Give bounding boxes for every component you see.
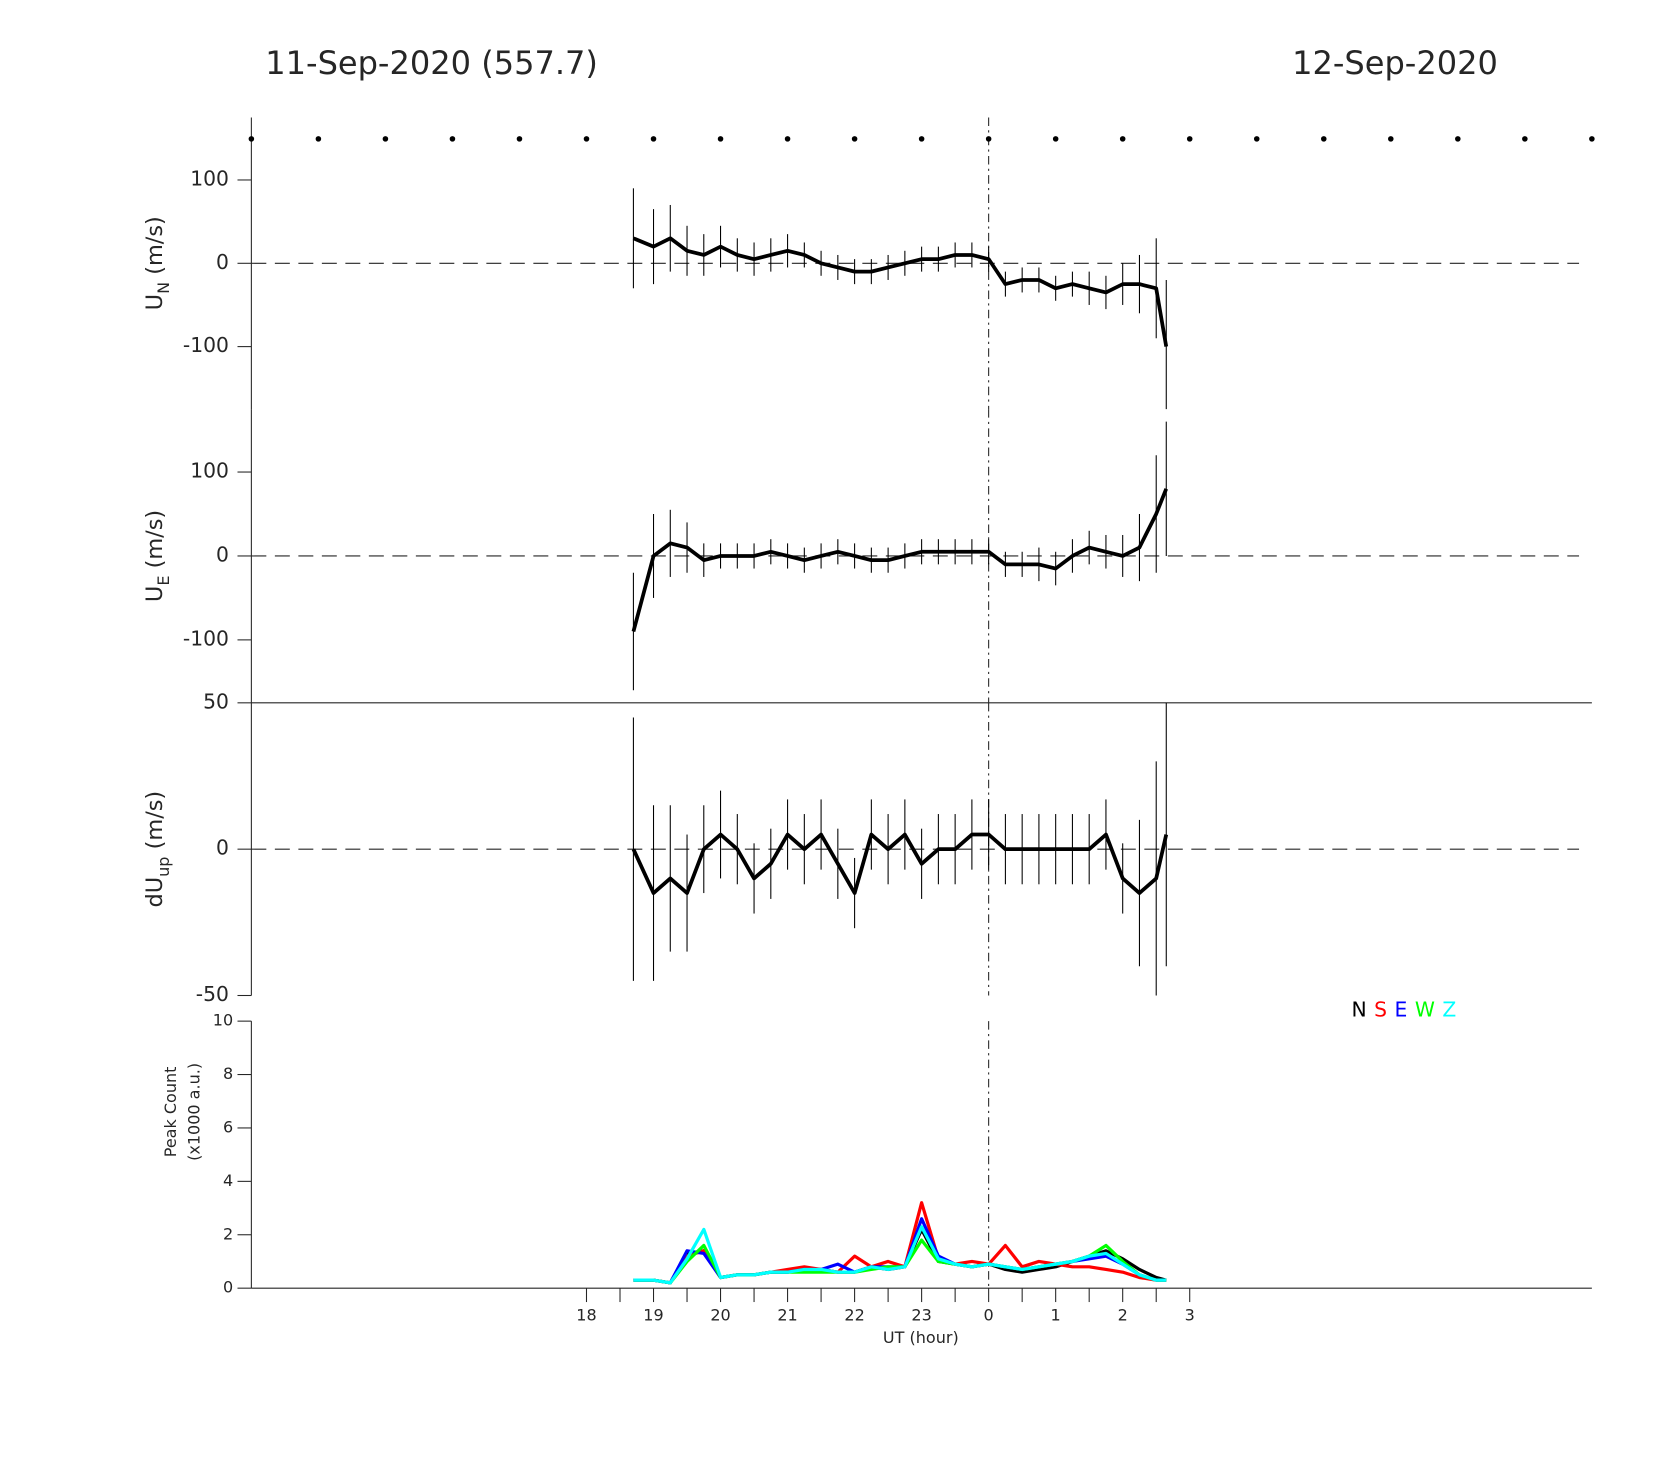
y-tick-label: 0 — [216, 250, 229, 274]
hour-dot — [985, 136, 992, 142]
x-tick-label: 18 — [576, 1305, 596, 1324]
y-tick-label: -100 — [183, 333, 229, 357]
y-axis-label: Peak Count — [161, 1067, 180, 1158]
hour-dot — [784, 136, 791, 142]
y-tick-label: 4 — [223, 1171, 233, 1190]
hour-dot — [1589, 136, 1595, 142]
legend-entry: N — [1352, 997, 1367, 1021]
series-line — [632, 236, 1169, 347]
y-tick-label: -100 — [183, 626, 229, 650]
y-tick-label: 2 — [223, 1224, 233, 1243]
series-line — [633, 1201, 1167, 1285]
hour-dot — [382, 136, 389, 142]
x-tick-label: 0 — [984, 1305, 994, 1324]
y-tick-label: 8 — [223, 1064, 233, 1083]
series-line — [631, 488, 1168, 632]
x-tick-label: 23 — [911, 1305, 931, 1324]
y-axis-label: (x1000 a.u.) — [184, 1063, 203, 1161]
title-left: 11-Sep-2020 (557.7) — [265, 44, 598, 82]
hour-dot — [1522, 136, 1528, 142]
y-axis-label-unit: (m/s) — [142, 216, 168, 282]
hour-dot — [1388, 136, 1394, 142]
hour-dot — [1455, 136, 1461, 142]
hour-dot — [315, 136, 322, 142]
y-axis-label-sub: E — [153, 576, 172, 586]
legend-entry: W — [1415, 997, 1435, 1021]
x-axis-label: UT (hour) — [883, 1328, 959, 1347]
x-tick-label: 20 — [710, 1305, 730, 1324]
legend-entry: Z — [1442, 997, 1456, 1021]
x-tick-label: 3 — [1185, 1305, 1195, 1324]
y-axis-label: UN (m/s) — [142, 216, 173, 310]
hour-dot — [1119, 136, 1126, 142]
y-axis-label-sub: up — [153, 857, 172, 877]
y-tick-label: 100 — [190, 459, 229, 483]
hour-dot — [449, 136, 456, 142]
hour-dot — [583, 136, 590, 142]
y-tick-label: 0 — [216, 542, 229, 566]
y-tick-label: 50 — [203, 689, 229, 713]
series-line — [633, 1217, 1167, 1285]
hour-dot — [1253, 136, 1260, 142]
y-tick-label: 6 — [223, 1117, 233, 1136]
x-tick-label: 1 — [1051, 1305, 1061, 1324]
x-tick-label: 19 — [643, 1305, 663, 1324]
hour-dot — [717, 136, 724, 142]
y-axis-label-main: U — [142, 586, 168, 602]
y-tick-label: 10 — [213, 1011, 233, 1030]
y-axis-label-sub: N — [153, 282, 172, 294]
legend-entry: E — [1395, 997, 1408, 1021]
x-tick-label: 22 — [844, 1305, 864, 1324]
y-axis-label: UE (m/s) — [142, 510, 173, 602]
x-tick-label: 2 — [1118, 1305, 1128, 1324]
x-tick-label: 21 — [777, 1305, 797, 1324]
y-axis-label-main: U — [142, 294, 168, 310]
title-right: 12-Sep-2020 — [1292, 44, 1498, 82]
hour-dot — [516, 136, 523, 142]
series-line — [631, 832, 1169, 895]
hour-dot — [248, 136, 255, 142]
y-tick-label: 0 — [216, 836, 229, 860]
y-tick-label: -50 — [196, 982, 229, 1006]
hour-dot — [650, 136, 657, 142]
hour-dot — [1052, 136, 1059, 142]
y-axis-label: dUup (m/s) — [142, 791, 173, 908]
y-tick-label: 0 — [223, 1278, 233, 1297]
hour-dot — [851, 136, 858, 142]
y-axis-label-unit: (m/s) — [142, 791, 168, 857]
legend-entry: S — [1374, 997, 1387, 1021]
y-tick-label: 100 — [190, 166, 229, 190]
hour-dot — [918, 136, 925, 142]
series-line — [633, 1225, 1167, 1285]
hour-dot — [1186, 136, 1193, 142]
y-axis-label-main: dU — [142, 877, 168, 908]
hour-dot — [1320, 136, 1327, 142]
y-axis-label-unit: (m/s) — [142, 510, 168, 576]
